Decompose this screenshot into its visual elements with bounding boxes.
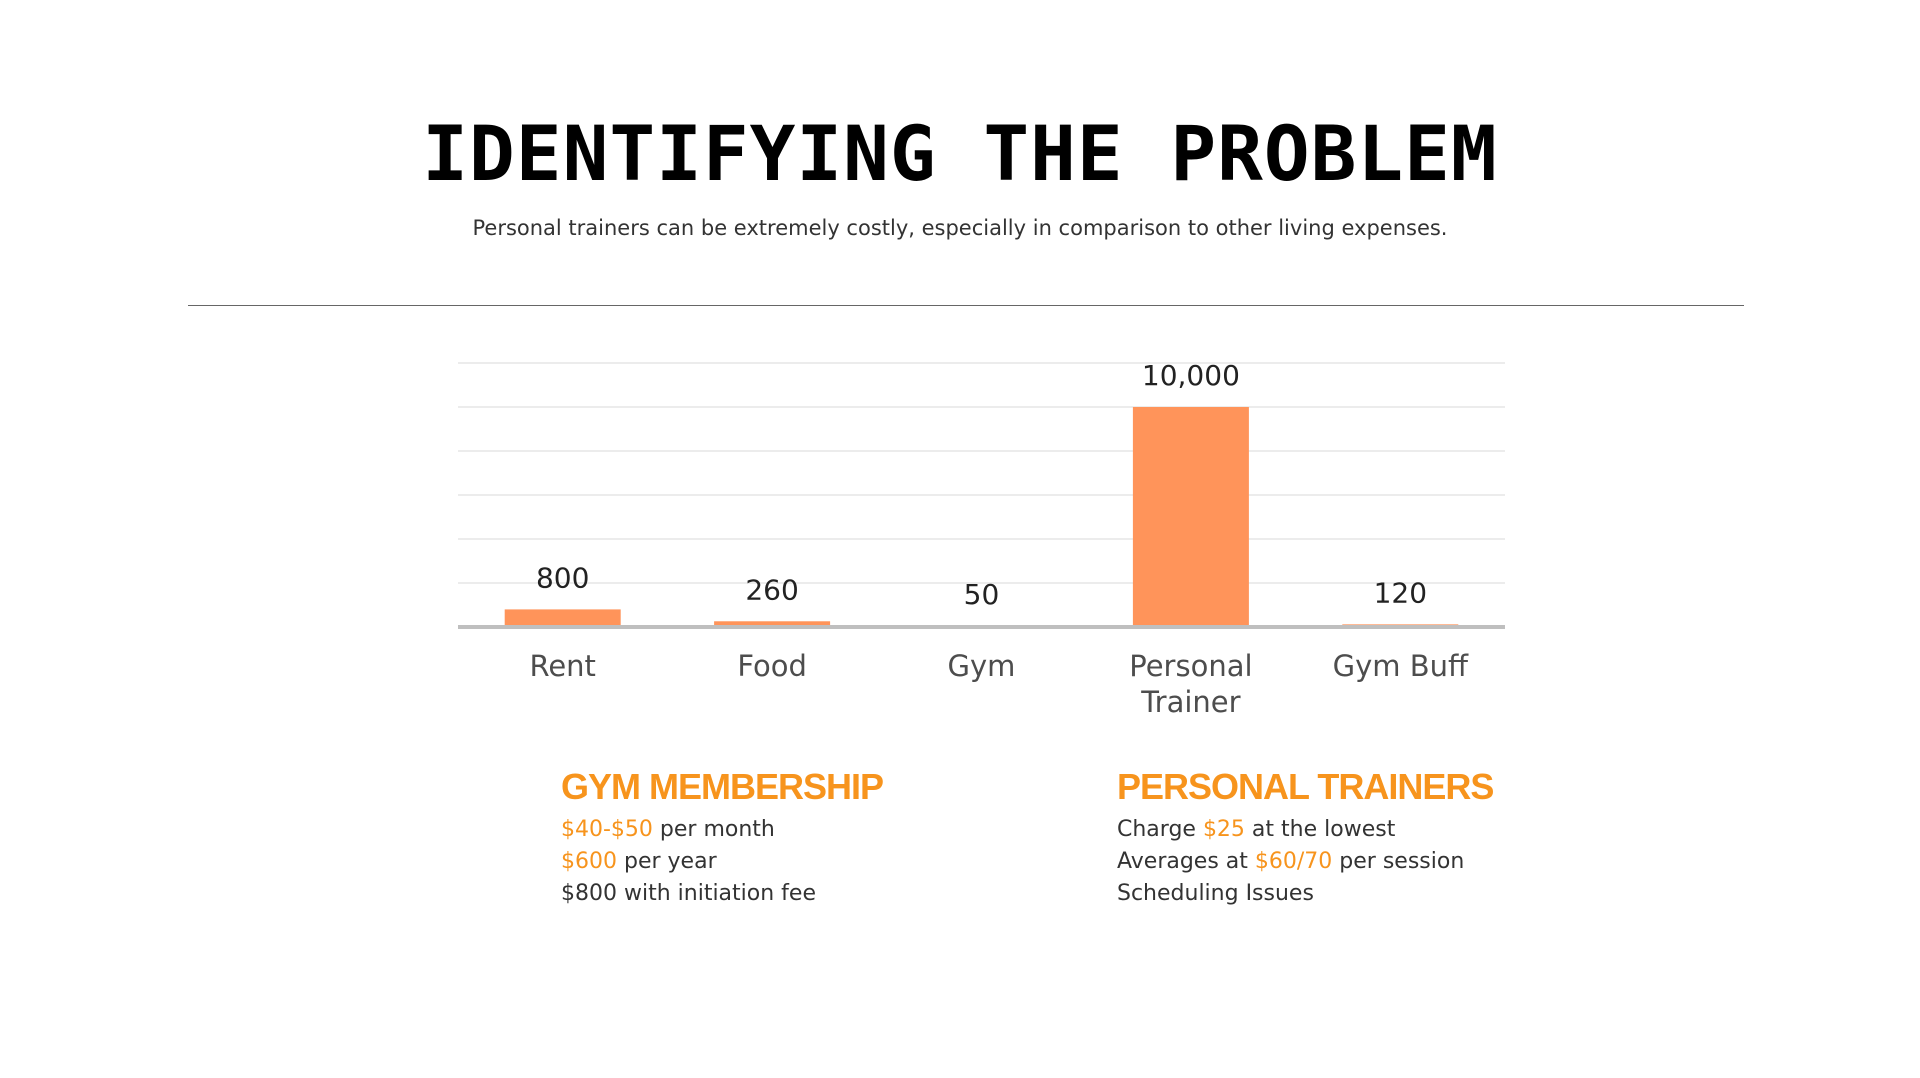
chart-value-labels: 800 260 50 10,000 120 xyxy=(536,359,1427,611)
bar-rent xyxy=(504,609,621,627)
personal-trainers-heading: PERSONAL TRAINERS xyxy=(1117,766,1494,807)
bar-value-label: 260 xyxy=(745,573,798,606)
gym-yearly-amount: $600 xyxy=(561,848,617,874)
chart-gridlines xyxy=(458,362,1505,584)
bar-value-label: 10,000 xyxy=(1142,359,1240,392)
gym-price-yearly: $600 per year xyxy=(561,848,717,874)
slide-title: IDENTIFYING THE PROBLEM xyxy=(422,109,1498,198)
bar-value-label: 50 xyxy=(964,578,1000,611)
trainer-average-amount: $60/70 xyxy=(1254,848,1333,874)
divider-line xyxy=(188,305,1744,306)
gym-membership-heading: GYM MEMBERSHIP xyxy=(561,766,884,807)
gym-membership-panel: GYM MEMBERSHIP $40-$50 per month $600 pe… xyxy=(561,766,884,910)
bar-value-label: 800 xyxy=(536,561,589,594)
gym-monthly-amount: $40-$50 xyxy=(561,816,653,842)
trainer-scheduling-issues: Scheduling Issues xyxy=(1117,880,1314,906)
bar-personal-trainer xyxy=(1132,407,1249,627)
category-label: Rent xyxy=(529,649,595,683)
trainer-lowest-charge: Charge $25 at the lowest xyxy=(1117,816,1396,842)
bar-value-label: 120 xyxy=(1374,576,1427,609)
category-label: Trainer xyxy=(1140,685,1240,719)
gym-price-initiation: $800 with initiation fee xyxy=(561,880,816,906)
category-label: Personal xyxy=(1129,649,1252,683)
category-label: Gym Buff xyxy=(1333,649,1469,683)
trainer-lowest-amount: $25 xyxy=(1202,816,1245,842)
personal-trainers-panel: PERSONAL TRAINERS Charge $25 at the lowe… xyxy=(1117,766,1494,910)
bar-chart: 800 260 50 10,000 120 Rent Food Gym PersonalTra… xyxy=(458,359,1505,719)
slide-subtitle: Personal trainers can be extremely costl… xyxy=(472,216,1448,240)
category-label: Food xyxy=(737,649,807,683)
category-label: Gym xyxy=(948,649,1016,683)
trainer-average-charge: Averages at $60/70 per session xyxy=(1117,848,1465,874)
chart-bars xyxy=(504,407,1459,627)
gym-price-monthly: $40-$50 per month xyxy=(561,816,775,842)
bar-food xyxy=(714,621,831,627)
